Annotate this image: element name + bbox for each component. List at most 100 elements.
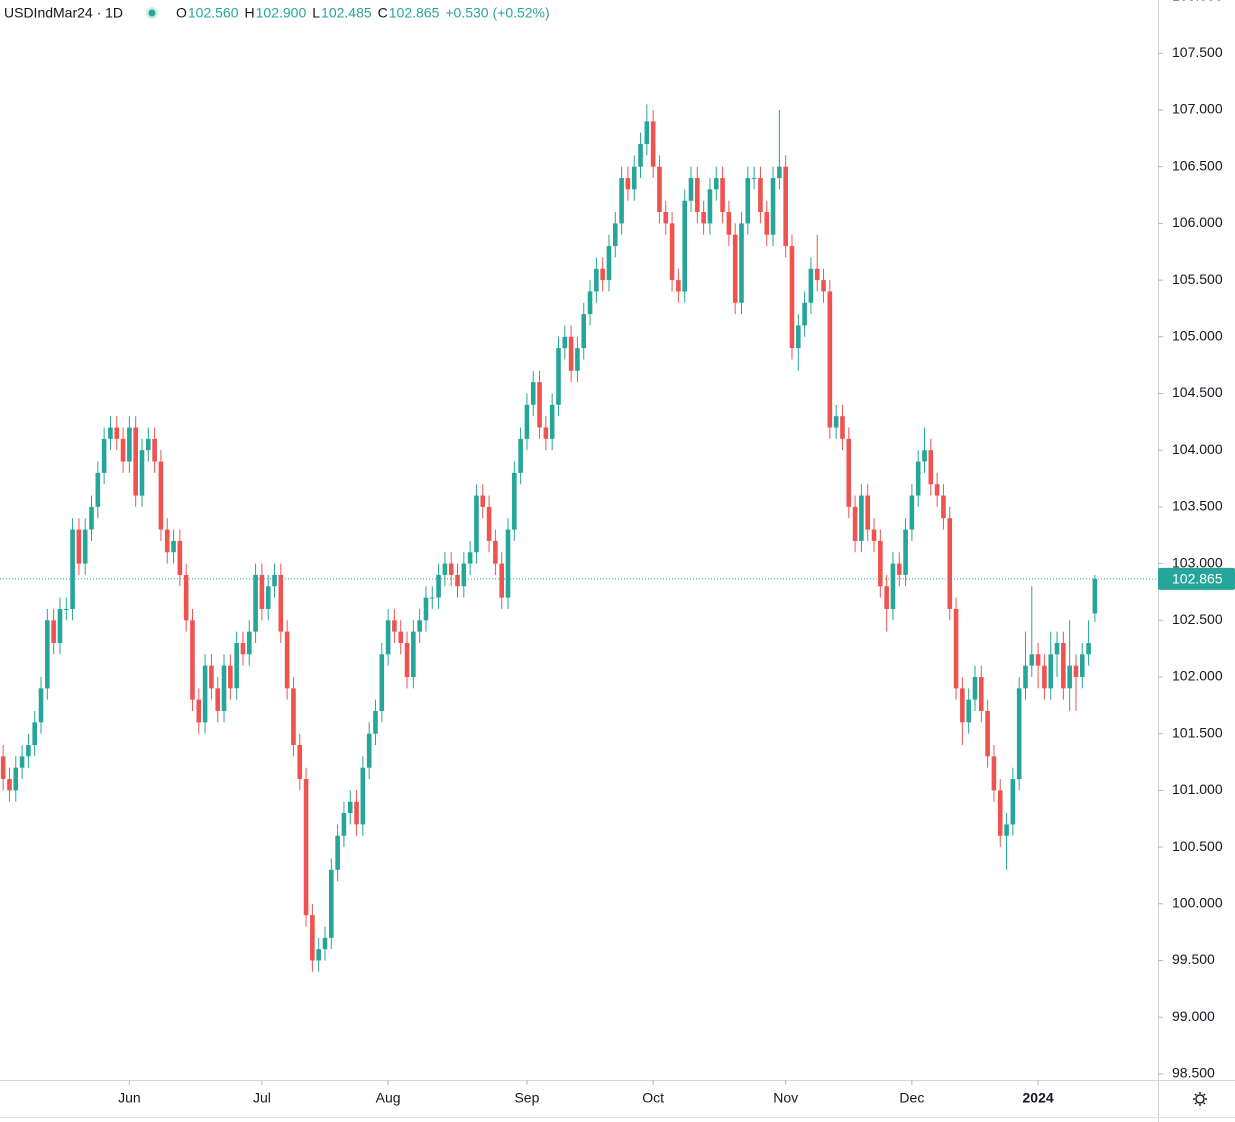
candle-body (587, 291, 593, 315)
candle-body (360, 767, 366, 825)
candle-body (70, 529, 75, 609)
candle-body (581, 314, 587, 349)
candle-body (240, 642, 246, 655)
candle-body (164, 529, 170, 553)
candle-body (347, 801, 353, 814)
candle-body (1029, 654, 1035, 666)
candle-body (896, 563, 902, 575)
candle-body (474, 495, 479, 553)
candle-body (1042, 665, 1047, 689)
legend-value: 102.865 (389, 5, 440, 21)
candle-body (1054, 642, 1060, 655)
candle-body (549, 404, 555, 439)
candle-body (354, 801, 359, 825)
candle-body (631, 166, 637, 190)
candle-body (707, 189, 713, 224)
candle-body (941, 495, 946, 519)
candle-body (76, 529, 82, 564)
candle-body (575, 348, 580, 371)
candle-body (291, 688, 296, 746)
candle-body (947, 518, 953, 609)
y-tick-label: 100.000 (1172, 894, 1223, 910)
candle-body (329, 869, 334, 938)
candle-body (732, 234, 738, 303)
candle-body (190, 620, 195, 700)
settings-icon[interactable] (1193, 1092, 1207, 1106)
candle-body (1016, 688, 1022, 780)
candle-body (0, 756, 6, 780)
y-tick-label: 100.500 (1172, 838, 1223, 854)
y-tick-label: 101.000 (1172, 781, 1223, 797)
candle-body (429, 597, 435, 599)
candle-body (695, 178, 700, 213)
x-tick-label: 2024 (1023, 1090, 1054, 1106)
candle-body (202, 665, 208, 723)
candle-body (417, 620, 422, 632)
candle-body (890, 563, 896, 609)
x-tick-label: Dec (899, 1090, 924, 1106)
x-tick-label: Oct (642, 1090, 664, 1106)
candle-body (480, 495, 486, 507)
candle-body (1004, 824, 1009, 836)
y-tick-label: 103.000 (1172, 554, 1223, 570)
candle-body (903, 529, 908, 575)
x-tick-label: Nov (773, 1090, 798, 1106)
legend-value: 102.900 (256, 5, 307, 21)
candle-body (108, 427, 113, 439)
y-tick-label: 101.500 (1172, 724, 1223, 740)
candle-body (171, 540, 176, 553)
candle-body (808, 268, 814, 303)
candle-body (486, 506, 492, 541)
candle-body (1079, 654, 1085, 677)
candle-body (392, 620, 397, 632)
candle-body (335, 835, 340, 870)
candle-body (158, 461, 164, 530)
legend: USDIndMar24 · 1D O 102.560 H 102.900 L 102.48… (0, 0, 550, 28)
candle-body (991, 756, 997, 791)
candle-body (461, 563, 467, 587)
candle-body (833, 416, 839, 428)
candle-body (701, 212, 706, 224)
y-tick-label: 104.500 (1172, 384, 1223, 400)
candle-body (1061, 642, 1066, 689)
candle-body (436, 574, 441, 598)
candle-body (739, 223, 744, 303)
candle-body (758, 178, 763, 213)
legend-bg (0, 0, 540, 28)
candle-body (32, 722, 38, 746)
candle-body (770, 178, 776, 235)
y-tick-label: 102.500 (1172, 611, 1223, 627)
y-tick-label: 107.500 (1172, 44, 1223, 60)
candle-body (972, 676, 978, 700)
candle-body (404, 642, 410, 677)
candle-body (909, 495, 915, 530)
candle-body (272, 574, 277, 587)
status-dot (148, 9, 156, 17)
candle-body (379, 654, 385, 712)
candle-body (341, 813, 347, 836)
y-tick-label: 102.000 (1172, 668, 1223, 684)
candle-body (764, 212, 770, 235)
candle-body (795, 325, 801, 349)
symbol[interactable]: USDIndMar24 · 1D (4, 5, 123, 21)
candle-body (373, 711, 378, 734)
x-tick-label: Jun (118, 1090, 141, 1106)
candle-body (297, 745, 303, 780)
gear-teeth[interactable] (1193, 1092, 1207, 1106)
candle-body (51, 620, 56, 643)
candle-body (562, 336, 568, 349)
candle-body (196, 699, 202, 723)
last-price-label: 102.865 (1172, 571, 1223, 587)
y-tick-label: 105.000 (1172, 327, 1223, 343)
gear[interactable] (1195, 1094, 1205, 1104)
candle-body (682, 200, 688, 292)
candle-body (619, 178, 624, 224)
candle-body (499, 563, 504, 598)
candle-body (284, 631, 290, 689)
y-tick-label: 103.500 (1172, 498, 1223, 514)
candle-body (676, 280, 681, 292)
candle-body (663, 212, 669, 224)
